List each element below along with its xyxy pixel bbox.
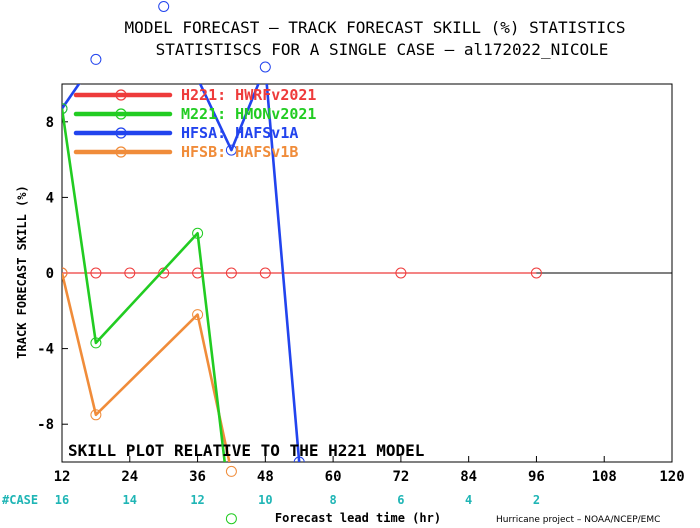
- data-point: [225, 144, 237, 156]
- case-count: 10: [258, 493, 272, 507]
- data-point: [62, 267, 68, 279]
- y-tick-label: -8: [37, 417, 54, 433]
- series-line: [62, 272, 231, 462]
- chart-subtitle: STATISTISCS FOR A SINGLE CASE – al172022…: [156, 40, 609, 59]
- data-point: [530, 267, 542, 279]
- out-of-range-markers: [90, 1, 271, 525]
- x-tick-label: 36: [189, 469, 206, 485]
- case-count: 12: [190, 493, 204, 507]
- x-tick-label: 24: [121, 469, 138, 485]
- x-tick-label: 72: [392, 469, 409, 485]
- x-tick-label: 48: [257, 469, 274, 485]
- data-point: [90, 337, 102, 349]
- x-axis-label: Forecast lead time (hr): [275, 511, 441, 525]
- data-point: [124, 267, 136, 279]
- case-count: 6: [397, 493, 404, 507]
- x-tick-label: 108: [592, 469, 617, 485]
- case-count: 8: [329, 493, 336, 507]
- skill-annotation: SKILL PLOT RELATIVE TO THE H221 MODEL: [68, 441, 424, 460]
- series-line: [62, 84, 301, 462]
- data-point: [90, 409, 102, 421]
- data-point: [62, 103, 68, 115]
- legend-label: HFSB: HAFSv1B: [181, 143, 298, 161]
- x-tick-label: 12: [54, 469, 71, 485]
- y-tick-label: 8: [46, 115, 54, 131]
- data-point: [259, 267, 271, 279]
- case-label: #CASE: [2, 493, 38, 507]
- data-point: [259, 61, 271, 73]
- y-tick-label: 0: [46, 266, 54, 282]
- chart-title: MODEL FORECAST – TRACK FORECAST SKILL (%…: [125, 18, 626, 37]
- x-tick-label: 96: [528, 469, 545, 485]
- series-line: [62, 108, 226, 462]
- data-point: [225, 513, 237, 525]
- series-lines: [62, 84, 542, 462]
- data-point: [90, 267, 102, 279]
- x-tick-label: 120: [659, 469, 684, 485]
- legend-label: H221: HWRFv2021: [181, 86, 316, 104]
- data-point: [395, 267, 407, 279]
- data-point: [192, 309, 204, 321]
- legend-marker: [115, 127, 127, 139]
- legend-label: M221: HMONv2021: [181, 105, 316, 123]
- data-point: [158, 1, 170, 12]
- x-tick-label: 60: [325, 469, 342, 485]
- legend-marker: [115, 146, 127, 158]
- case-count: 2: [533, 493, 540, 507]
- case-count: 4: [465, 493, 472, 507]
- case-count: 16: [55, 493, 69, 507]
- y-axis-label: TRACK FORECAST SKILL (%): [15, 185, 29, 358]
- legend-label: HFSA: HAFSv1A: [181, 124, 298, 142]
- data-point: [225, 465, 237, 477]
- credit-text: Hurricane project – NOAA/NCEP/EMC: [496, 515, 660, 525]
- legend-marker: [115, 89, 127, 101]
- data-point: [90, 53, 102, 65]
- x-tick-label: 84: [460, 469, 477, 485]
- data-point: [225, 267, 237, 279]
- case-count: 14: [123, 493, 137, 507]
- data-point: [192, 227, 204, 239]
- data-point: [293, 456, 305, 462]
- y-tick-label: -4: [37, 342, 54, 358]
- y-tick-label: 4: [46, 190, 54, 206]
- legend-marker: [115, 108, 127, 120]
